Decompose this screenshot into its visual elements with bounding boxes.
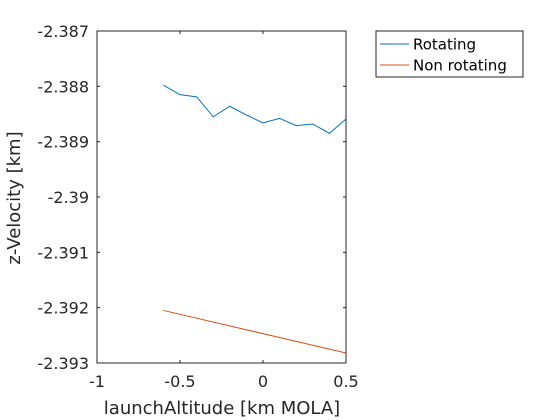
legend-label-non-rotating: Non rotating [413,57,507,75]
x-tick-label: 0.5 [333,372,358,391]
axes: -1 -0.5 0 0.5 -2.393 -2.392 -2.391 -2.39 -2.389 -… [37,22,358,391]
axes-box [96,30,347,364]
legend-box [375,30,524,78]
y-tick-label: -2.389 [37,133,89,152]
y-axis-title: z-Velocity [km] [4,131,25,264]
x-axis-title: launchAltitude [km MOLA] [104,398,340,419]
legend-label-rotating: Rotating [413,36,476,54]
legend: Rotating Non rotating [375,30,524,78]
series-line-rotating [163,84,347,134]
y-tick-label: -2.391 [37,243,89,262]
x-tick-label: -1 [89,372,105,391]
x-tick-label: 0 [258,372,268,391]
y-tick-label: -2.393 [37,354,89,373]
x-tick-label: -0.5 [164,372,195,391]
y-tick-label: -2.392 [37,299,89,318]
y-tick-label: -2.39 [48,188,89,207]
series-line-non-rotating [163,309,347,354]
plot-area [163,84,347,354]
y-tick-label: -2.388 [37,77,89,96]
y-tick-label: -2.387 [37,22,89,41]
